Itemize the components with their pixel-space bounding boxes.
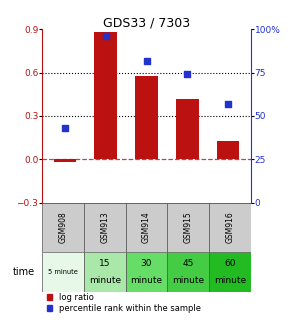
Text: minute: minute [89, 276, 121, 285]
Title: GDS33 / 7303: GDS33 / 7303 [103, 16, 190, 29]
Bar [167, 252, 209, 292]
Point [185, 72, 190, 77]
Text: minute: minute [130, 276, 163, 285]
Bar [84, 202, 126, 252]
Text: GSM908: GSM908 [59, 211, 68, 243]
Bar [217, 141, 239, 159]
Bar [176, 99, 199, 159]
Text: minute: minute [214, 276, 246, 285]
Bar [54, 159, 76, 162]
Bar [42, 252, 84, 292]
Legend: log ratio, percentile rank within the sample: log ratio, percentile rank within the sa… [47, 293, 201, 313]
Text: minute: minute [172, 276, 204, 285]
Text: GSM913: GSM913 [100, 211, 109, 243]
Bar [135, 76, 158, 159]
Bar [209, 252, 251, 292]
Text: 45: 45 [183, 259, 194, 267]
Bar [94, 32, 117, 159]
Text: GSM915: GSM915 [184, 211, 193, 243]
Bar [209, 202, 251, 252]
Point [144, 58, 149, 63]
Text: 30: 30 [141, 259, 152, 267]
Point [103, 34, 108, 39]
Text: GSM916: GSM916 [225, 211, 234, 243]
Bar [84, 252, 126, 292]
Bar [42, 202, 84, 252]
Text: GSM914: GSM914 [142, 211, 151, 243]
Point [226, 101, 230, 107]
Bar [167, 202, 209, 252]
Point [63, 126, 67, 131]
Text: time: time [13, 267, 35, 277]
Bar [126, 252, 167, 292]
Text: 60: 60 [224, 259, 236, 267]
Text: 15: 15 [99, 259, 111, 267]
Bar [126, 202, 167, 252]
Text: 5 minute: 5 minute [48, 269, 78, 275]
